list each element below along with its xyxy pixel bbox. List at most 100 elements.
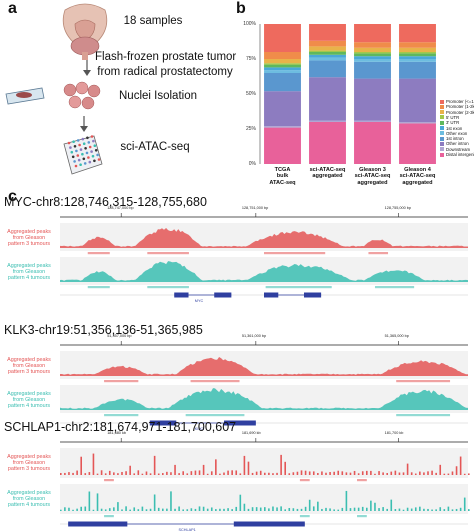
gleason3-signal [141, 473, 144, 475]
gleason4-signal [447, 506, 450, 511]
samples-text: 18 samples [123, 15, 183, 27]
legend-item: Downstream [440, 147, 470, 152]
legend-swatch [440, 147, 444, 152]
peak-call-bar [147, 252, 189, 255]
gleason4-signal [113, 507, 115, 511]
gleason3-signal [264, 472, 266, 475]
gleason3-signal [255, 471, 258, 475]
gene-name-label: MYC [194, 299, 204, 303]
bar-segment [399, 78, 436, 122]
gleason3-signal [223, 472, 225, 475]
x-axis-label-line: Gleason 4 [404, 167, 431, 173]
legend-label: 1st exon [446, 125, 463, 131]
bar-segment [354, 120, 391, 122]
peak-call-bar [368, 252, 389, 255]
bar-segment [309, 54, 346, 58]
x-axis-label-line: sci-ATAC-seq [399, 173, 436, 180]
gleason3-signal [284, 461, 286, 475]
gleason3-signal [174, 464, 176, 475]
gleason3-signal [88, 472, 91, 475]
bar-segment [399, 61, 436, 79]
gene-name-label: KLK3 [194, 427, 205, 431]
gleason4-signal [133, 507, 136, 511]
gleason3-signal [113, 472, 115, 475]
bar-segment [309, 50, 346, 52]
y-tick-label: 50% [245, 91, 256, 97]
gleason3-signal [386, 472, 388, 475]
panel-letter-a: a [8, 0, 17, 17]
gleason4-signal [296, 508, 299, 511]
gleason3-signal [121, 471, 123, 475]
gleason3-signal [345, 472, 348, 475]
gleason3-signal [410, 472, 413, 475]
gleason4-signal [243, 503, 246, 511]
gleason3-signal [227, 470, 229, 475]
bar-segment [264, 73, 301, 92]
peak-call-bar [396, 380, 451, 383]
gleason3-signal [60, 357, 468, 376]
gleason3-signal [276, 472, 278, 475]
well-dot [97, 158, 101, 161]
gleason4-signal [60, 261, 468, 282]
bar-segment [354, 53, 391, 57]
x-axis-category-label: sci-ATAC-seq aggregated [306, 167, 350, 180]
gleason4-signal [231, 509, 233, 511]
well-dot [75, 149, 78, 153]
gleason3-signal [72, 472, 74, 475]
gleason4-signal [190, 508, 193, 511]
gleason4-signal [337, 509, 340, 511]
legend-swatch [440, 141, 444, 146]
well-dot [83, 162, 87, 165]
gleason4-signal [431, 509, 433, 511]
gleason4-signal [357, 507, 360, 511]
gleason4-signal [117, 502, 119, 511]
gleason3-signal [125, 471, 127, 475]
assay-text: sci-ATAC-seq [120, 141, 190, 153]
bar-segment [309, 122, 346, 164]
gleason4-signal [72, 509, 74, 511]
gleason4-signal [329, 508, 331, 511]
gleason3-signal [366, 470, 368, 475]
x-axis-category-label: Gleason 3 sci-ATAC-seq aggregated [351, 167, 395, 186]
bar-segment [399, 59, 436, 62]
gleason4-signal [129, 509, 131, 511]
x-axis-label-line: aggregated [312, 173, 343, 180]
legend-swatch [440, 115, 444, 120]
gene-exon [214, 292, 232, 298]
gleason3-signal [259, 470, 262, 475]
well-dot [69, 146, 72, 149]
gleason4-signal [210, 507, 213, 511]
gleason4-track-label: Aggregated peaks from Gleason pattern 4 … [7, 490, 51, 508]
gleason4-signal [255, 507, 258, 511]
panel-letter-c: c [8, 188, 17, 205]
peak-call-bar [147, 286, 189, 289]
well-dot [82, 157, 86, 161]
gleason4-signal [268, 508, 270, 511]
gleason4-signal [68, 507, 70, 511]
gleason3-signal [182, 471, 184, 475]
x-axis-label-line: bulk [276, 173, 289, 180]
gleason3-signal [296, 471, 299, 475]
gleason3-signal [231, 470, 233, 475]
bar-segment [354, 122, 391, 164]
gleason3-signal [60, 228, 468, 248]
legend-swatch [440, 126, 444, 130]
gleason4-signal [423, 508, 425, 511]
gleason4-signal [259, 507, 262, 511]
legend-label: Other intron [446, 141, 469, 147]
gleason3-signal [166, 471, 168, 475]
gleason3-signal [427, 471, 429, 475]
gene-exon [224, 420, 256, 426]
coordinate-label: 51,357,000 bp [107, 334, 132, 338]
legend-label: Distal intergenic [446, 152, 474, 157]
gleason4-signal [374, 502, 376, 511]
y-tick-label: 75% [245, 56, 256, 62]
gleason4-signal [276, 507, 278, 511]
well-dot [84, 147, 87, 150]
panel-letter-b: b [236, 0, 246, 17]
gleason4-signal [251, 507, 254, 511]
gleason4-signal [366, 507, 368, 511]
region-title: KLK3-chr19:51,356,136-51,365,985 [4, 323, 203, 337]
gleason4-signal [235, 506, 238, 511]
gleason3-signal [312, 471, 315, 475]
